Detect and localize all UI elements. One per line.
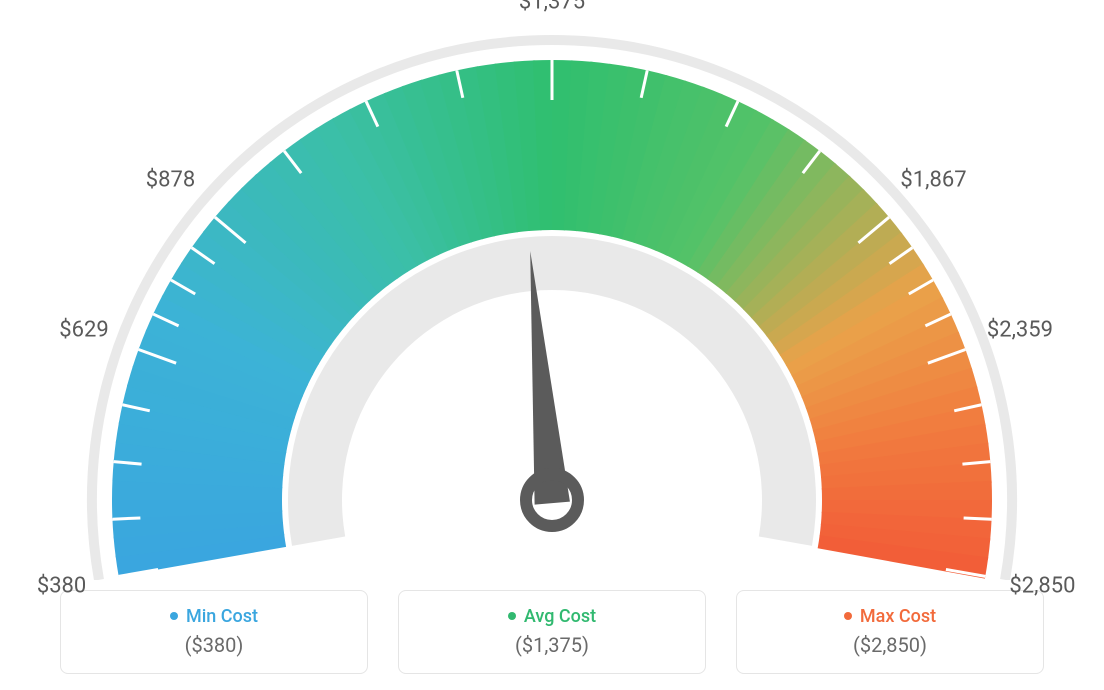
legend-min-label: Min Cost <box>170 606 258 627</box>
gauge-tick-label: $878 <box>146 167 195 192</box>
gauge-tick-label: $1,867 <box>900 167 966 192</box>
gauge-tick-label: $1,375 <box>519 0 585 15</box>
gauge-tick-label: $2,359 <box>987 317 1053 342</box>
legend-max-value: ($2,850) <box>747 633 1033 657</box>
gauge-tick-label: $380 <box>37 574 86 599</box>
legend-max-label: Max Cost <box>844 606 936 627</box>
legend-max: Max Cost ($2,850) <box>736 590 1044 674</box>
legend-min: Min Cost ($380) <box>60 590 368 674</box>
legend-avg-value: ($1,375) <box>409 633 695 657</box>
legend-avg-label: Avg Cost <box>508 606 596 627</box>
legend-row: Min Cost ($380) Avg Cost ($1,375) Max Co… <box>40 590 1064 674</box>
legend-avg: Avg Cost ($1,375) <box>398 590 706 674</box>
gauge-area: $380$629$878$1,375$1,867$2,359$2,850 <box>40 20 1064 580</box>
cost-gauge <box>40 20 1064 580</box>
gauge-tick-label: $2,850 <box>1009 574 1075 599</box>
gauge-tick-label: $629 <box>59 317 108 342</box>
gauge-chart-container: $380 $629 $878 $1,375 $1,867 $2,359 $2,850 Min… <box>0 0 1104 690</box>
legend-min-value: ($380) <box>71 633 357 657</box>
